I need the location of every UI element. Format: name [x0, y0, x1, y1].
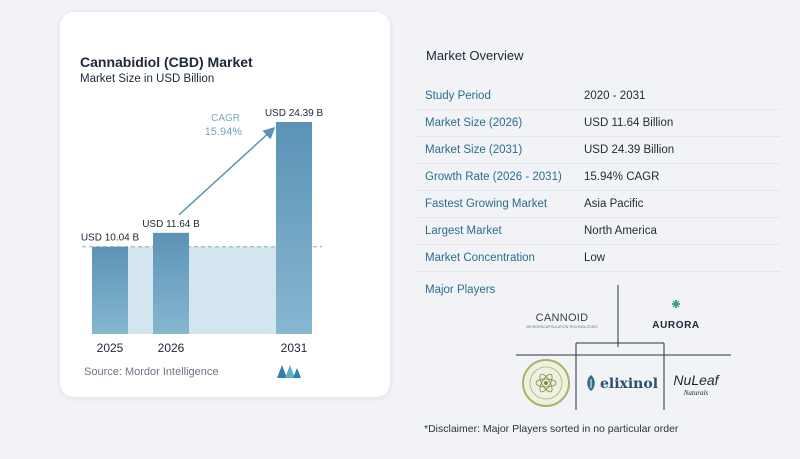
row-value: Low: [584, 252, 780, 264]
cannoid-tagline: MICROENCAPSULATION TECHNOLOGIES: [526, 325, 598, 329]
table-row: Largest Market North America: [416, 218, 780, 245]
cannoid-logo: CANNOID MICROENCAPSULATION TECHNOLOGIES: [526, 312, 598, 329]
row-key: Largest Market: [416, 225, 584, 237]
elixinol-leaf-icon: [587, 375, 595, 391]
nuleaf-name: NuLeaf: [673, 372, 720, 388]
row-key: Growth Rate (2026 - 2031): [416, 171, 584, 183]
table-row: Market Size (2031) USD 24.39 Billion: [416, 137, 780, 164]
table-row: Fastest Growing Market Asia Pacific: [416, 191, 780, 218]
data-label-2025: USD 10.04 B: [81, 233, 140, 244]
overview-panel: Market Overview Study Period 2020 - 2031…: [416, 0, 800, 459]
bar-2031: [276, 122, 312, 334]
cagr-label: CAGR: [211, 113, 240, 124]
bar-chart: USD 10.04 B 2025 USD 11.64 B 2026 USD 24.39 …: [60, 12, 390, 397]
overview-table: Study Period 2020 - 2031 Market Size (20…: [416, 83, 780, 272]
aurora-name: AURORA: [652, 320, 700, 331]
elixinol-logo: elixinol: [587, 375, 658, 392]
nuleaf-tagline: Naturals: [683, 389, 709, 397]
row-value: USD 11.64 Billion: [584, 117, 780, 129]
aurora-logo: AURORA: [652, 300, 700, 331]
disclaimer-note: *Disclaimer: Major Players sorted in no …: [424, 423, 678, 435]
row-key: Fastest Growing Market: [416, 198, 584, 210]
bar-2025: [92, 247, 128, 334]
aurora-leaf-icon: [672, 300, 680, 308]
row-value: Asia Pacific: [584, 198, 780, 210]
cagr-arrow: [179, 130, 272, 215]
table-row: Market Size (2026) USD 11.64 Billion: [416, 110, 780, 137]
chart-card: Cannabidiol (CBD) Market Market Size in …: [60, 12, 390, 397]
cannoid-name: CANNOID: [536, 312, 589, 324]
data-label-2031: USD 24.39 B: [265, 108, 324, 119]
x-tick-2031: 2031: [281, 341, 308, 355]
mordor-logo-icon: [276, 363, 302, 379]
row-value: 15.94% CAGR: [584, 171, 780, 183]
row-value: USD 24.39 Billion: [584, 144, 780, 156]
x-tick-2025: 2025: [97, 341, 124, 355]
elixinol-name: elixinol: [600, 376, 658, 392]
table-row: Study Period 2020 - 2031: [416, 83, 780, 110]
row-key: Market Concentration: [416, 252, 584, 264]
players-grid: CANNOID MICROENCAPSULATION TECHNOLOGIES …: [506, 285, 736, 410]
cagr-value: 15.94%: [205, 126, 243, 138]
row-key: Study Period: [416, 90, 584, 102]
x-tick-2026: 2026: [158, 341, 185, 355]
medical-marijuana-seal-icon: [523, 360, 569, 406]
data-label-2026: USD 11.64 B: [142, 219, 200, 230]
source-note: Source: Mordor Intelligence: [84, 366, 219, 378]
major-players-title: Major Players: [425, 284, 495, 296]
row-value: North America: [584, 225, 780, 237]
row-key: Market Size (2031): [416, 144, 584, 156]
overview-title: Market Overview: [426, 48, 524, 63]
row-key: Market Size (2026): [416, 117, 584, 129]
table-row: Growth Rate (2026 - 2031) 15.94% CAGR: [416, 164, 780, 191]
row-value: 2020 - 2031: [584, 90, 780, 102]
nuleaf-logo: NuLeaf Naturals: [673, 372, 720, 397]
bar-2026: [153, 233, 189, 334]
table-row: Market Concentration Low: [416, 245, 780, 272]
